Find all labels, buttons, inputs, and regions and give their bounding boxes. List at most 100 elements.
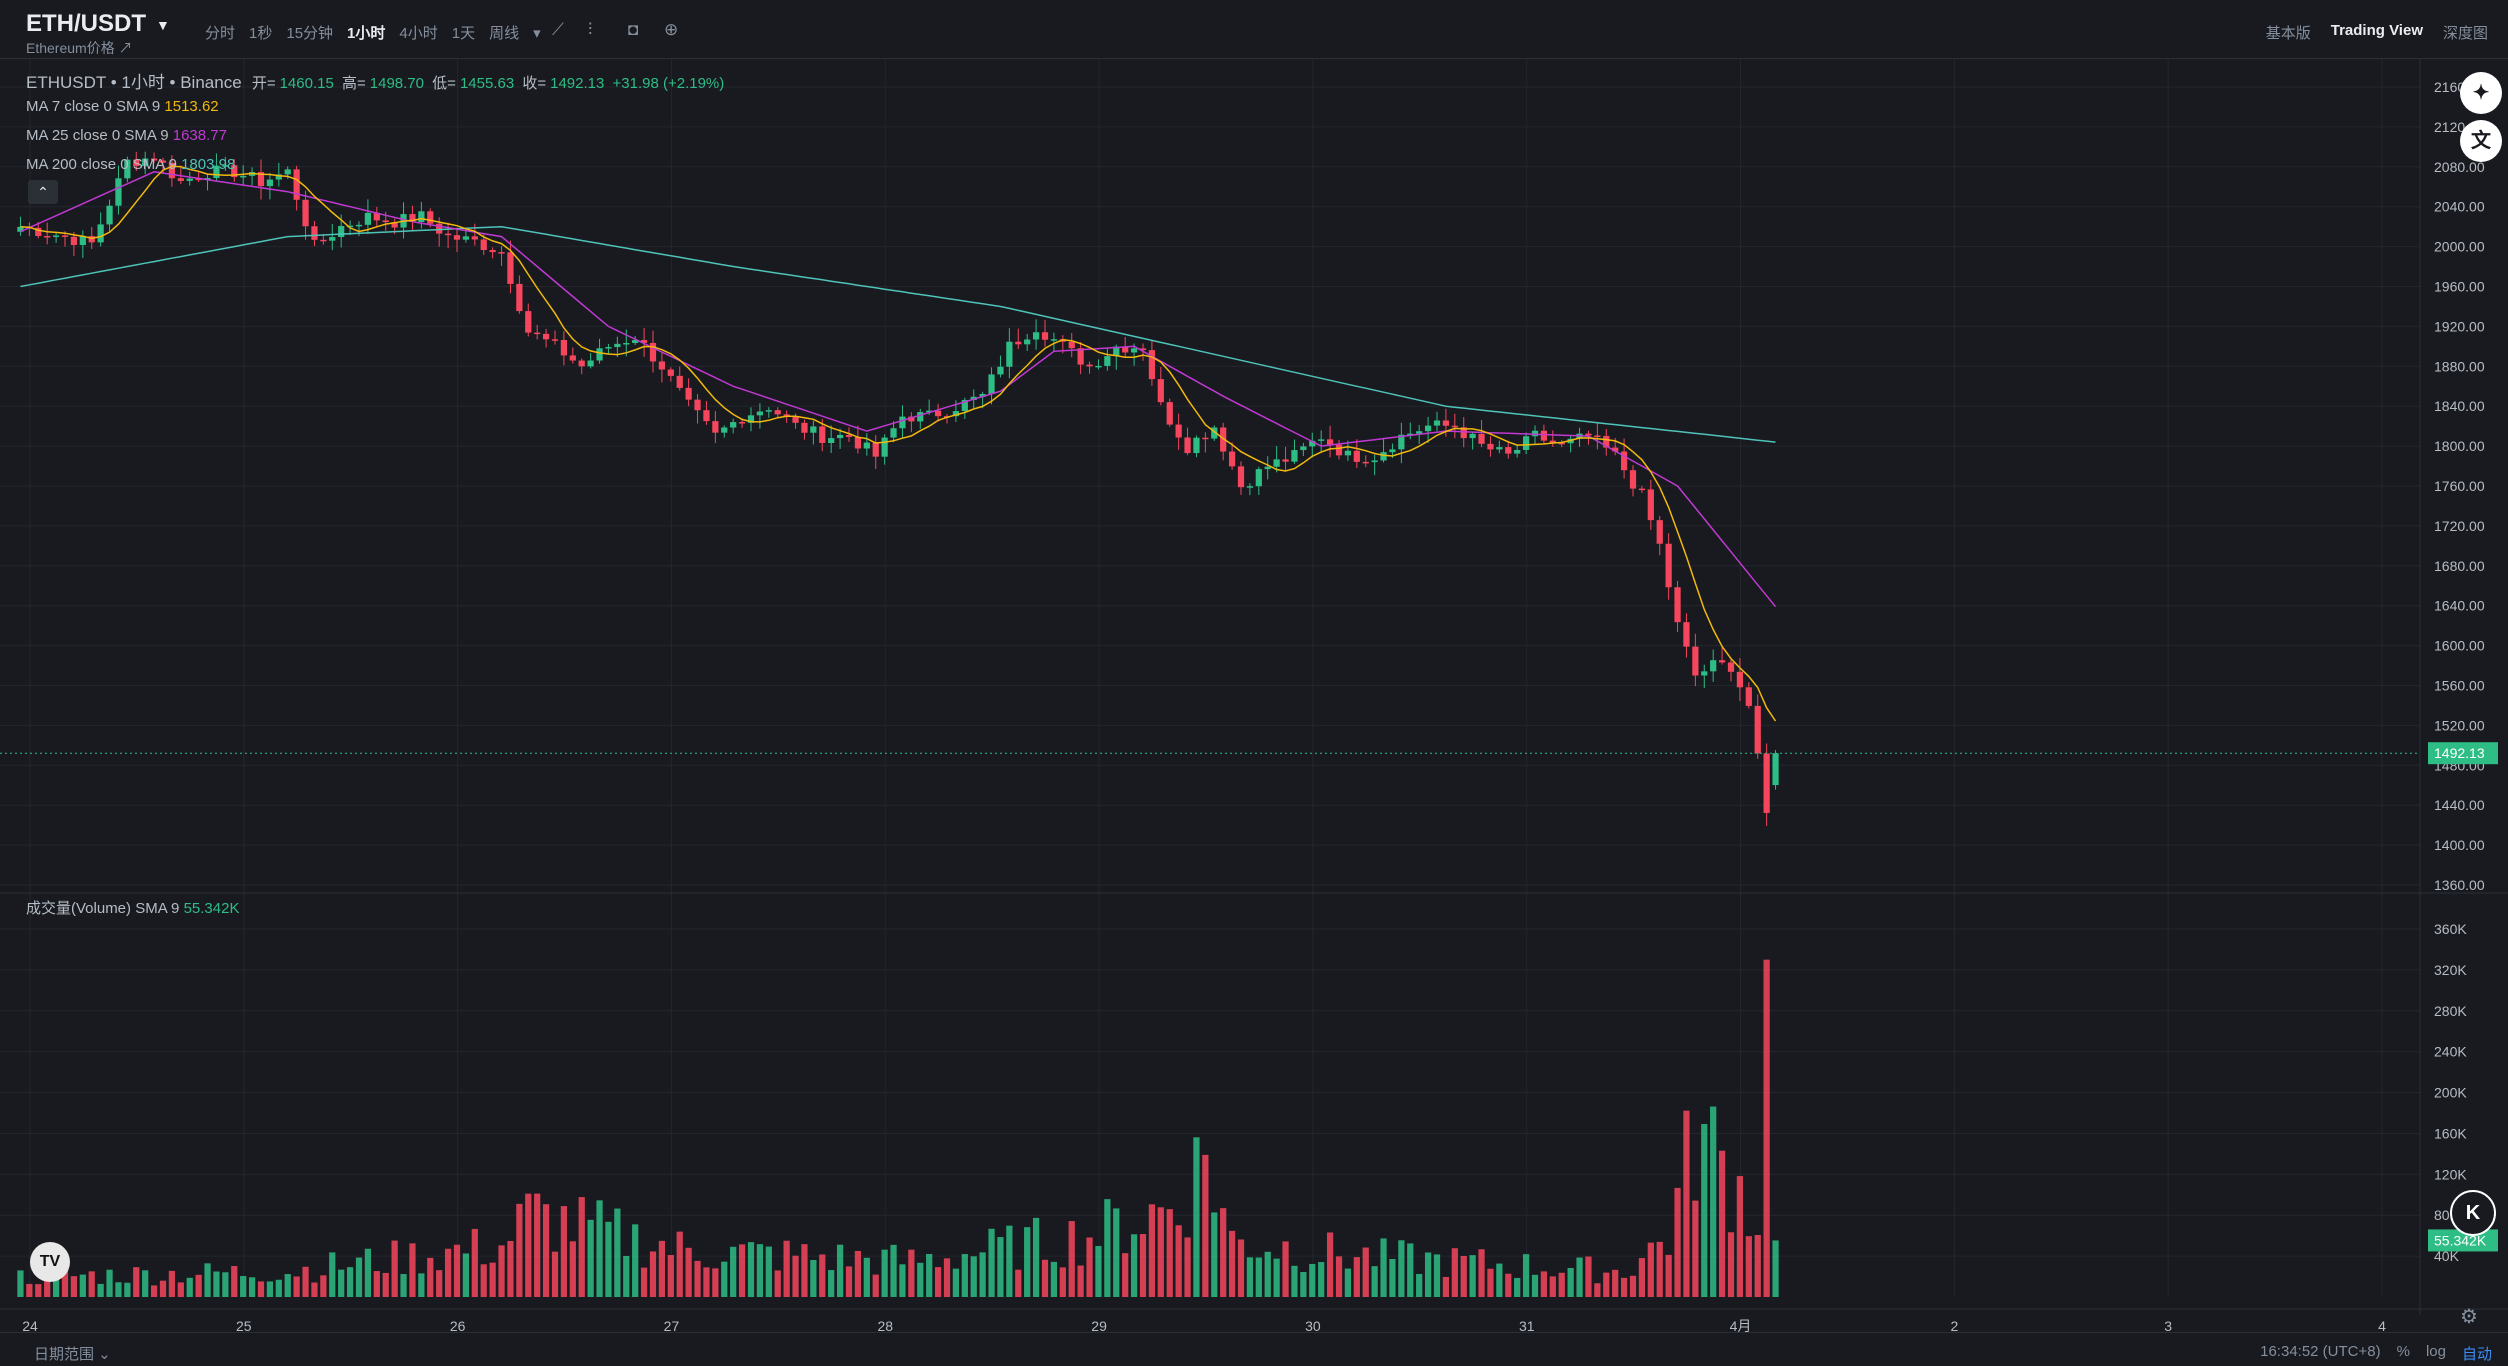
candle-body (338, 225, 345, 238)
tab-tradingview[interactable]: Trading View (2330, 22, 2423, 39)
candle-body (596, 348, 603, 361)
tab-basic[interactable]: 基本版 (2265, 25, 2311, 42)
volume-bar (1727, 1232, 1735, 1297)
current-price-badge (2428, 742, 2498, 765)
indicator-icon[interactable]: ⟋ (552, 20, 564, 39)
candle-body (730, 422, 737, 428)
volume-bar (52, 1269, 60, 1297)
candle-body (1389, 449, 1396, 453)
volume-bar (1113, 1208, 1120, 1297)
collapse-legend-button[interactable]: ⌃ (28, 180, 58, 204)
interval-tab-1d[interactable]: 1天 (451, 25, 476, 42)
candle-body (828, 438, 835, 444)
candle-body (703, 410, 710, 422)
current-volume-label: 55.342K (2434, 1232, 2487, 1248)
price-tick-label: 1840.00 (2434, 398, 2485, 414)
volume-bar (551, 1251, 559, 1297)
interval-tab-1s[interactable]: 1秒 (249, 25, 273, 42)
volume-bar (1594, 1283, 1601, 1297)
ma7-line (20, 165, 1777, 722)
date-range-selector[interactable]: 日期范围 ⌄ (34, 1346, 111, 1363)
volume-bar (248, 1277, 256, 1297)
ma200-legend[interactable]: MA 200 close 0 SMA 9 1803.98 (26, 156, 235, 173)
candle-body (266, 179, 274, 187)
candle-body (240, 175, 247, 178)
candle-body (1612, 447, 1619, 452)
price-tick-label: 1920.00 (2434, 318, 2485, 334)
auto-toggle[interactable]: 自动 (2461, 1346, 2492, 1363)
ma7-value: 1513.62 (164, 98, 219, 115)
k-logo-icon[interactable]: K (2450, 1190, 2496, 1236)
ma25-legend[interactable]: MA 25 close 0 SMA 9 1638.77 (26, 127, 227, 144)
candle-body (1193, 437, 1200, 454)
volume-bar (1353, 1257, 1360, 1297)
candle-body (1246, 486, 1254, 488)
volume-bar (596, 1200, 603, 1297)
time-tick-label: 26 (450, 1318, 466, 1332)
sparkle-icon[interactable]: ✦ (2460, 72, 2502, 114)
translate-icon[interactable]: 文 (2460, 120, 2502, 162)
volume-bar (284, 1274, 291, 1297)
volume-bar (1487, 1268, 1494, 1297)
interval-tab-1w[interactable]: 周线 (489, 25, 520, 42)
plus-icon[interactable]: ⊕ (664, 20, 679, 39)
candle-body (1309, 440, 1316, 447)
candle-body (632, 340, 639, 343)
interval-selector: 分时 1秒 15分钟 1小时 4小时 1天 周线 ▾ (205, 22, 555, 43)
volume-bar (427, 1257, 434, 1297)
volume-bar (1050, 1261, 1058, 1297)
interval-more-chevron-icon[interactable]: ▾ (533, 24, 541, 42)
candle-body (444, 233, 452, 236)
volume-bar (1032, 1217, 1040, 1297)
volume-bar (649, 1251, 657, 1297)
candle-body (676, 375, 683, 388)
volume-bar (61, 1269, 69, 1297)
percent-toggle[interactable]: % (2396, 1343, 2410, 1360)
volume-bar (1433, 1254, 1441, 1297)
interval-tab-4h[interactable]: 4小时 (399, 25, 438, 42)
symbol-subtitle-link[interactable]: Ethereum价格 ↗ (26, 40, 133, 56)
symbol-selector[interactable]: ETH/USDT ▼ (26, 10, 170, 38)
chart-title: ETHUSDT • 1小时 • Binance (26, 73, 242, 92)
candle-body (70, 236, 78, 246)
candle-body (836, 434, 844, 439)
volume-bar (614, 1208, 621, 1297)
price-chart[interactable]: 2160.002120.002080.002040.002000.001960.… (0, 59, 2508, 1332)
candle-body (890, 428, 897, 438)
volume-bar (1620, 1277, 1628, 1297)
candle-body (320, 239, 327, 242)
candle-body (1211, 427, 1218, 439)
candle-body (1335, 444, 1343, 456)
candle-body (801, 422, 808, 433)
candle-body (1620, 451, 1628, 471)
volume-legend[interactable]: 成交量(Volume) SMA 9 55.342K (26, 897, 239, 918)
volume-bar (213, 1271, 220, 1297)
candle-body (988, 374, 995, 394)
volume-bar (1139, 1234, 1147, 1297)
candle-body (1380, 452, 1387, 461)
volume-tick-label: 240K (2434, 1044, 2467, 1060)
tradingview-logo-icon[interactable]: TV (30, 1242, 70, 1282)
log-toggle[interactable]: log (2425, 1343, 2446, 1360)
interval-tab-line[interactable]: 分时 (205, 25, 236, 42)
volume-bar (17, 1270, 24, 1297)
chart-axes: 2160.002120.002080.002040.002000.001960.… (0, 59, 2508, 1332)
ma7-legend[interactable]: MA 7 close 0 SMA 9 1513.62 (26, 98, 219, 115)
candle-body (284, 169, 291, 175)
interval-tab-1h[interactable]: 1小时 (347, 25, 386, 42)
candle-body (569, 355, 576, 361)
ma200-value: 1803.98 (181, 156, 236, 173)
volume-bar (1318, 1262, 1325, 1297)
candle-type-icon[interactable]: ⫶ (588, 20, 593, 39)
camera-icon[interactable]: ◘ (628, 20, 639, 39)
volume-bar (97, 1283, 104, 1297)
volume-bar (1291, 1265, 1298, 1297)
interval-tab-15m[interactable]: 15分钟 (286, 25, 334, 42)
candle-body (1558, 442, 1565, 445)
candle-body (605, 347, 612, 349)
volume-bar (1549, 1276, 1556, 1297)
tab-depth[interactable]: 深度图 (2442, 25, 2488, 42)
settings-icon[interactable]: ⚙ (2460, 1306, 2478, 1328)
ma25-value: 1638.77 (172, 127, 227, 144)
volume-bar (828, 1270, 835, 1297)
